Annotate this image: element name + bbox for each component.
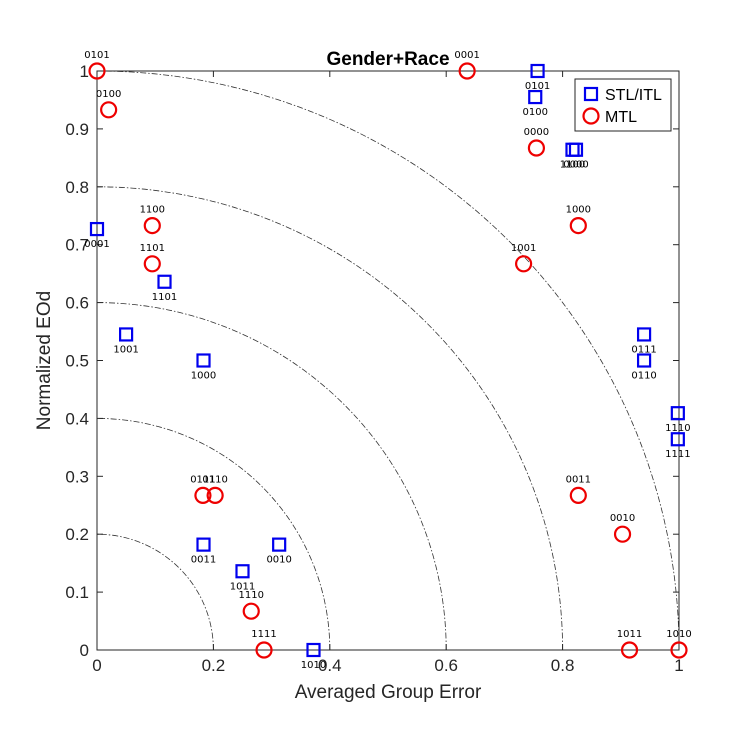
y-axis-label: Normalized EOd (34, 291, 55, 430)
data-point-circle (527, 139, 546, 157)
data-point-circle (255, 641, 273, 659)
x-tick-label: 0.2 (202, 656, 226, 675)
data-point-circle (88, 62, 106, 80)
y-tick-label: 0.8 (65, 178, 89, 197)
data-point-label: 0100 (523, 107, 548, 118)
plot-area (97, 71, 679, 650)
data-point-circle (206, 486, 224, 505)
data-point-label: 1001 (511, 243, 536, 254)
data-point-square (568, 142, 584, 157)
reference-arcs (97, 71, 679, 650)
data-point-label: 0000 (563, 160, 588, 171)
data-point-label: 1110 (239, 590, 264, 601)
y-tick-label: 0 (80, 641, 89, 660)
data-point-label: 0110 (202, 474, 227, 485)
y-tick-label: 0.4 (65, 409, 89, 428)
x-tick-label: 0 (92, 656, 101, 675)
data-point-circle (670, 641, 688, 659)
data-point-circle (569, 486, 587, 505)
chart-title: Gender+Race (326, 49, 449, 70)
legend: STL/ITL MTL (574, 78, 672, 132)
data-point-label: 1010 (301, 660, 326, 671)
reference-arc (97, 418, 331, 650)
data-point-label: 0101 (525, 81, 550, 92)
data-point-label: 0011 (191, 555, 216, 566)
data-point-label: 1100 (560, 160, 585, 171)
data-point-label: 1101 (152, 292, 177, 303)
x-tick-label: 0.4 (318, 656, 342, 675)
reference-arc (97, 302, 447, 650)
data-point-label: 1101 (140, 243, 165, 254)
data-point-circle (242, 602, 260, 620)
data-point-circle (569, 216, 587, 235)
data-point-circle (143, 255, 161, 273)
reference-arc (97, 71, 679, 650)
data-point-circle (194, 486, 212, 505)
data-point-square (670, 406, 685, 421)
y-tick-label: 0.7 (65, 236, 89, 255)
x-axis-label: Averaged Group Error (295, 682, 482, 703)
legend-label: STL/ITL (605, 87, 662, 104)
data-point-circle (458, 62, 476, 80)
y-tick-label: 0.6 (65, 294, 89, 313)
data-point-label: 0100 (96, 89, 121, 100)
data-point-label: 0111 (631, 344, 656, 355)
data-point-label: 0111 (190, 474, 215, 485)
data-point-label: 1001 (113, 344, 138, 355)
data-point-square (196, 353, 211, 368)
reference-arc (97, 533, 214, 650)
data-point-square (235, 564, 250, 579)
data-point-label: 0001 (454, 50, 479, 61)
data-point-label: 0010 (266, 555, 291, 566)
data-point-label: 1110 (665, 423, 690, 434)
series-mtl: 0101010011001101011101101110111100010000… (84, 50, 692, 659)
data-point-square (89, 221, 105, 237)
data-point-label: 0011 (566, 474, 591, 485)
data-point-label: 0000 (524, 127, 549, 138)
data-point-label: 1000 (566, 205, 591, 216)
data-point-label: 0101 (84, 50, 109, 61)
x-tick-label: 0.6 (434, 656, 458, 675)
data-point-label: 1111 (251, 629, 276, 640)
series-stl-itl: 0001 1101 1001 1000 0011 0010 1011 1010 0101 0100… (84, 63, 691, 671)
data-point-circle (143, 216, 161, 235)
data-point-circle (613, 525, 632, 543)
legend-marker-circle (582, 107, 600, 125)
data-point-label: 1100 (140, 205, 165, 216)
data-point-circle (620, 641, 639, 659)
data-point-square (670, 432, 685, 447)
y-tick-label: 0.3 (65, 467, 89, 486)
y-tick-label: 0.1 (65, 583, 89, 602)
data-point-label: 0110 (631, 371, 656, 382)
x-tick-label: 1 (674, 656, 683, 675)
y-tick-label: 0.5 (65, 352, 89, 371)
data-point-circle (515, 255, 533, 273)
legend-label: MTL (605, 109, 637, 126)
data-point-square (196, 537, 211, 552)
data-point-square (272, 537, 287, 552)
data-point-square (157, 274, 172, 289)
data-point-label: 1111 (665, 449, 690, 460)
data-point-square (118, 327, 134, 342)
data-point-label: 1000 (191, 371, 216, 382)
data-point-square (530, 63, 545, 79)
legend-marker-square (583, 86, 599, 102)
y-tick-label: 0.2 (65, 525, 89, 544)
data-point-label: 1011 (230, 581, 255, 592)
data-point-square (636, 327, 652, 342)
y-tick-label: 0.9 (65, 120, 89, 139)
reference-arc (97, 186, 563, 650)
data-point-circle (100, 101, 118, 119)
data-point-square (306, 642, 321, 658)
data-point-square (636, 353, 652, 368)
data-point-label: 0010 (610, 513, 635, 524)
data-point-label: 1010 (666, 629, 691, 640)
data-point-label: 0001 (84, 239, 109, 250)
y-tick-label: 1 (80, 62, 89, 81)
data-point-label: 1011 (617, 629, 642, 640)
x-tick-label: 0.8 (551, 656, 575, 675)
data-point-square (528, 89, 543, 105)
